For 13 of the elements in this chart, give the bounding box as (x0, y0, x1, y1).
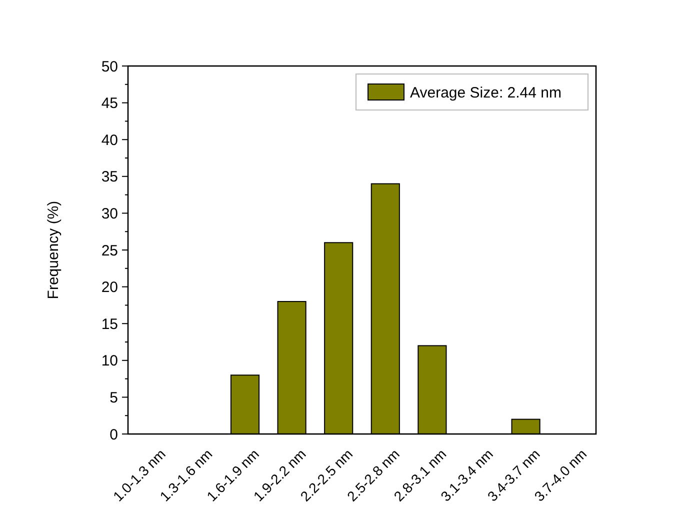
y-axis-title: Frequency (%) (45, 200, 62, 300)
y-tick-label: 15 (101, 316, 118, 333)
y-tick-label: 35 (101, 168, 118, 186)
y-tick-label: 40 (101, 132, 118, 149)
y-tick-label: 45 (101, 95, 118, 112)
y-tick-label: 20 (101, 279, 118, 296)
y-tick-label: 25 (101, 242, 118, 260)
y-tick-label: 50 (101, 58, 118, 76)
legend-label: Average Size: 2.44 nm (410, 84, 562, 102)
y-tick-label: 5 (110, 389, 118, 406)
y-tick-label: 30 (101, 205, 118, 222)
y-tick-label: 10 (101, 352, 118, 370)
y-tick-label: 0 (110, 426, 118, 444)
